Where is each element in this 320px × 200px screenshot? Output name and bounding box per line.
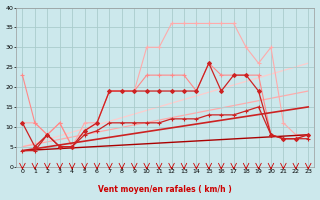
X-axis label: Vent moyen/en rafales ( km/h ): Vent moyen/en rafales ( km/h ) — [99, 185, 232, 194]
